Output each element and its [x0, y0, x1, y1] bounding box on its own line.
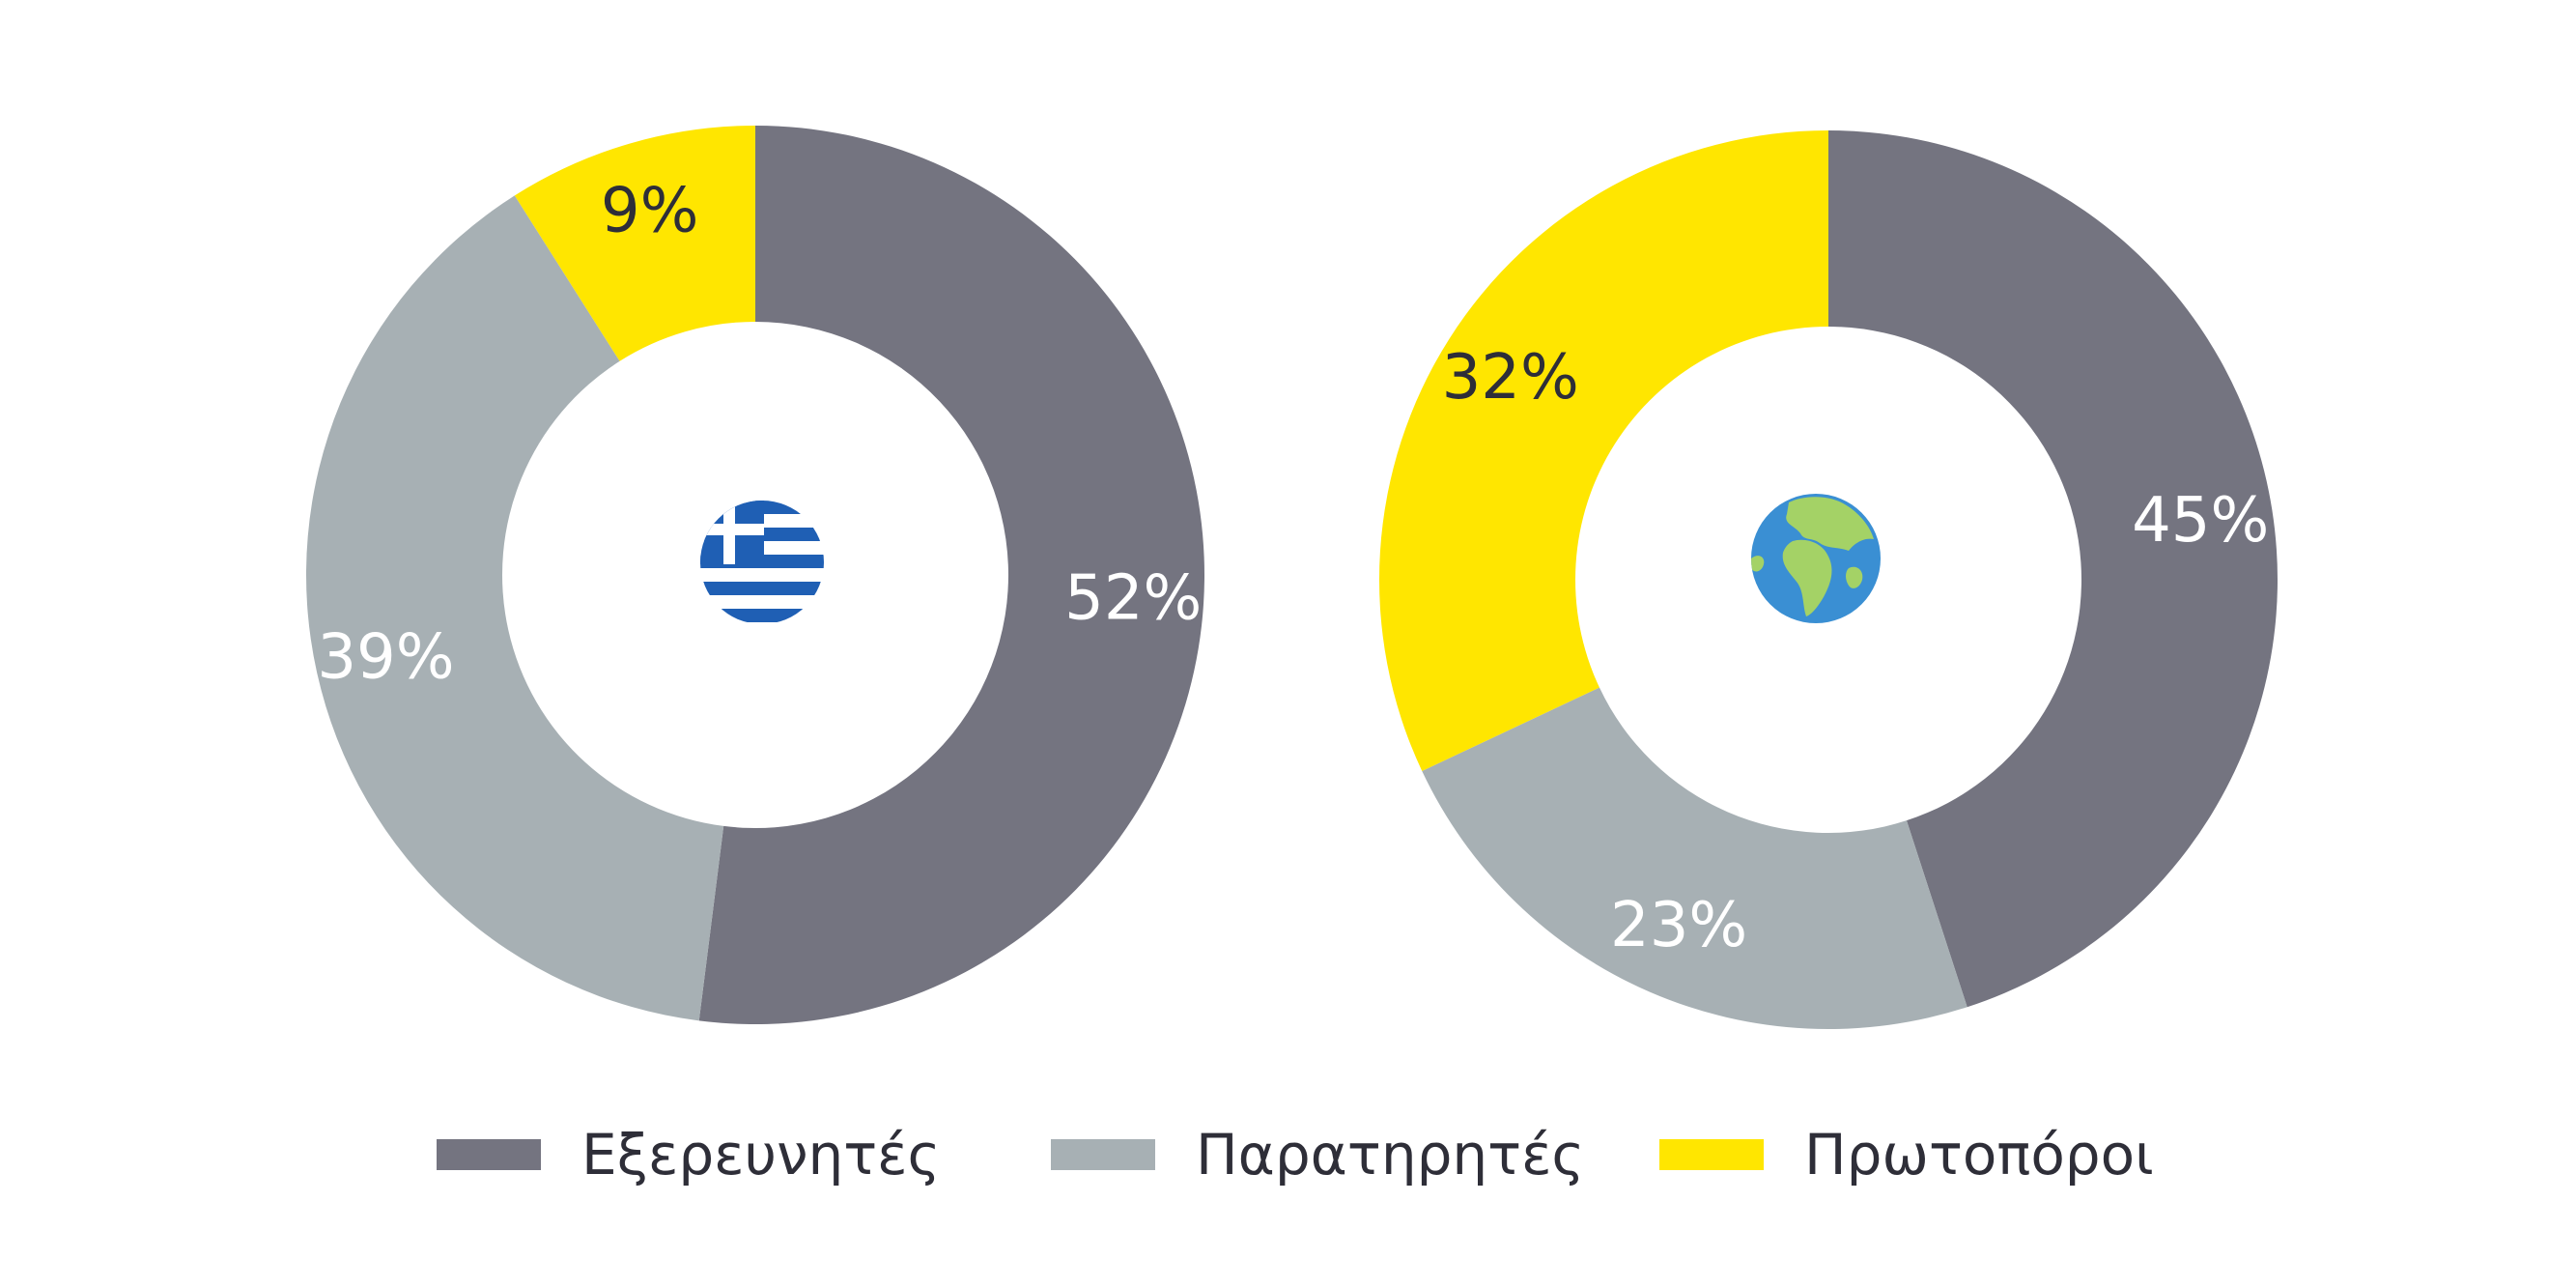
donut-slice-pioneers: [1378, 130, 1828, 771]
donut-slice-observers: [1422, 687, 1967, 1030]
legend-label: Πρωτοπόροι: [1804, 1122, 2154, 1188]
data-label-observers: 39%: [317, 622, 454, 694]
legend-label: Παρατηρητές: [1196, 1122, 1585, 1188]
legend-item-pioneers: Πρωτοπόροι: [1659, 1121, 2154, 1188]
donut-slice-pioneers: [514, 126, 755, 361]
data-label-explorers: 45%: [2132, 485, 2269, 557]
legend-item-observers: Παρατηρητές: [1051, 1121, 1584, 1188]
legend-swatch-observers: [1051, 1139, 1155, 1170]
greece-donut-chart: 52% 39% 9%: [305, 126, 1204, 1024]
data-label-explorers: 52%: [1064, 563, 1202, 635]
legend-item-explorers: Εξερευνητές: [437, 1121, 941, 1188]
donut-slice-explorers: [1828, 130, 2279, 1008]
world-donut-chart: 45% 23% 32%: [1378, 130, 2279, 1030]
greece-flag-icon: [700, 501, 824, 624]
legend-swatch-explorers: [437, 1139, 541, 1170]
donut-slice-explorers: [698, 126, 1204, 1024]
data-label-pioneers: 9%: [601, 176, 699, 247]
data-label-observers: 23%: [1610, 890, 1747, 961]
globe-icon: [1751, 494, 1881, 623]
data-label-pioneers: 32%: [1442, 342, 1579, 414]
legend-label: Εξερευνητές: [581, 1122, 941, 1188]
donut-slice-observers: [305, 195, 724, 1021]
legend: Εξερευνητές Παρατηρητές Πρωτοπόροι: [0, 1102, 2576, 1208]
legend-swatch-pioneers: [1659, 1139, 1764, 1170]
